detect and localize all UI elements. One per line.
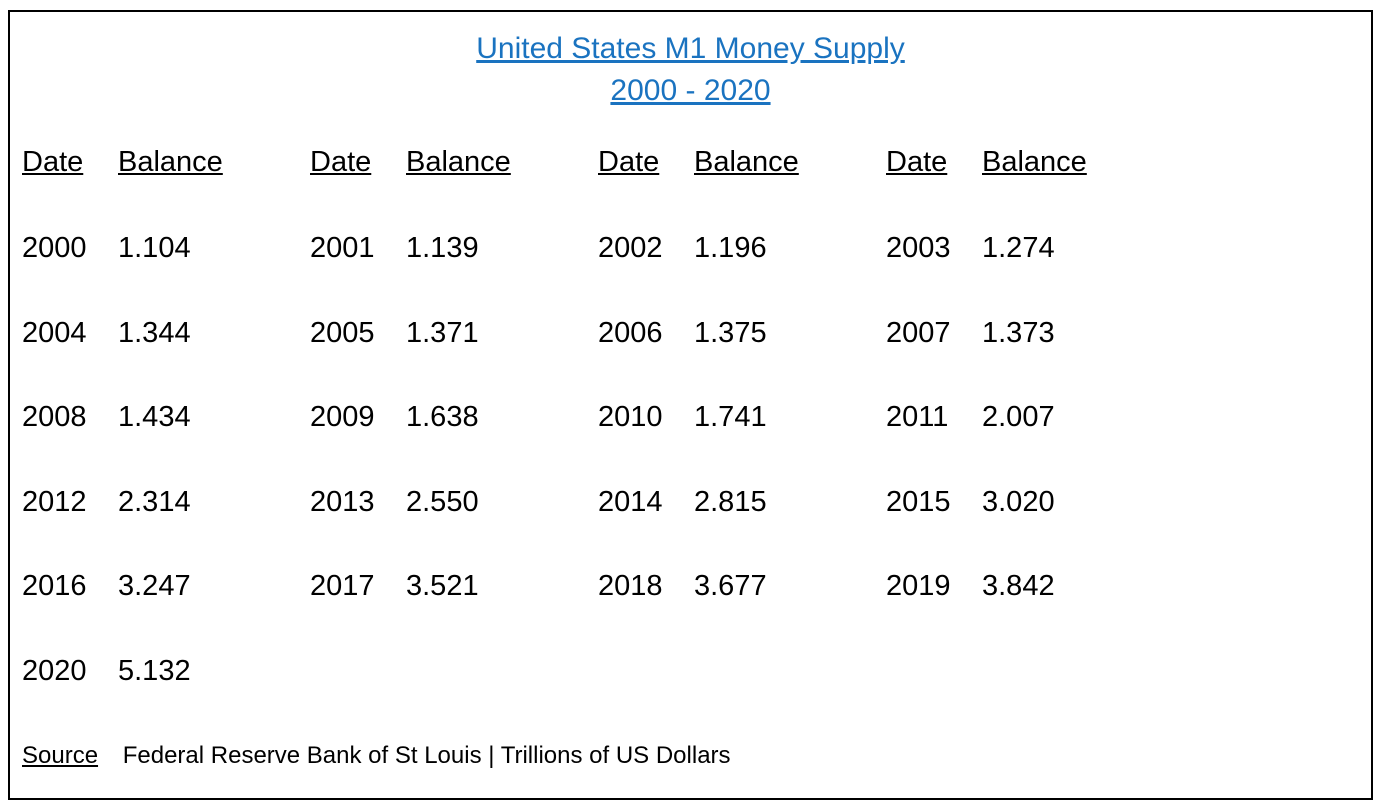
cell-balance: 3.842	[982, 570, 1055, 602]
cell-date: 2019	[886, 570, 951, 602]
cell-balance: 1.373	[982, 316, 1055, 349]
cell-date: 2013	[310, 485, 375, 518]
cell-date: 2014	[598, 485, 663, 518]
cell-date: 2010	[598, 401, 663, 433]
cell-balance: 3.677	[694, 570, 767, 602]
cell-date: 2018	[598, 570, 663, 602]
cell-date: 2001	[310, 232, 375, 264]
header-balance-2: Balance	[406, 146, 511, 178]
cell-date: 2017	[310, 570, 375, 602]
cell-balance: 1.139	[406, 232, 479, 264]
cell-date: 2005	[310, 316, 375, 349]
cell-balance: 1.375	[694, 316, 767, 349]
cell-balance: 3.521	[406, 570, 479, 602]
cell-balance: 1.741	[694, 401, 767, 433]
header-date-3: Date	[598, 146, 660, 178]
cell-balance: 2.314	[118, 485, 191, 518]
cell-balance: 5.132	[118, 654, 191, 687]
header-date-4: Date	[886, 146, 948, 178]
cell-balance: 3.247	[118, 570, 191, 602]
cell-balance: 2.550	[406, 485, 479, 518]
cell-date: 2009	[310, 401, 375, 433]
cell-date: 2003	[886, 232, 951, 264]
cell-date: 2000	[22, 232, 87, 264]
cell-date: 2004	[22, 316, 87, 349]
header-date-2: Date	[310, 146, 372, 178]
source-note: Source Federal Reserve Bank of St Louis …	[22, 742, 731, 770]
cell-balance: 1.344	[118, 316, 191, 349]
cell-date: 2011	[886, 401, 949, 433]
cell-date: 2008	[22, 401, 87, 433]
cell-balance: 1.371	[406, 316, 479, 349]
source-label: Source	[22, 742, 99, 769]
cell-date: 2007	[886, 316, 951, 349]
cell-balance: 2.815	[694, 485, 767, 518]
source-text: Federal Reserve Bank of St Louis | Trill…	[122, 742, 731, 769]
cell-date: 2012	[22, 485, 87, 518]
cell-balance: 1.196	[694, 232, 767, 264]
cell-date: 2002	[598, 232, 663, 264]
cell-date: 2015	[886, 485, 951, 518]
cell-balance: 1.104	[118, 232, 191, 264]
title-line-1[interactable]: United States M1 Money Supply	[476, 32, 905, 65]
cell-balance: 2.007	[982, 401, 1055, 433]
cell-date: 2020	[22, 654, 87, 687]
cell-date: 2016	[22, 570, 87, 602]
cell-balance: 3.020	[982, 485, 1055, 518]
title-line-2[interactable]: 2000 - 2020	[610, 74, 771, 107]
cell-balance: 1.638	[406, 401, 479, 433]
cell-date: 2006	[598, 316, 663, 349]
document-frame: United States M1 Money Supply 2000 - 202…	[8, 10, 1373, 800]
cell-balance: 1.434	[118, 401, 191, 433]
cell-balance: 1.274	[982, 232, 1055, 264]
header-balance-4: Balance	[982, 146, 1087, 178]
header-balance-3: Balance	[694, 146, 799, 178]
header-date-1: Date	[22, 146, 84, 178]
header-balance-1: Balance	[118, 146, 223, 178]
